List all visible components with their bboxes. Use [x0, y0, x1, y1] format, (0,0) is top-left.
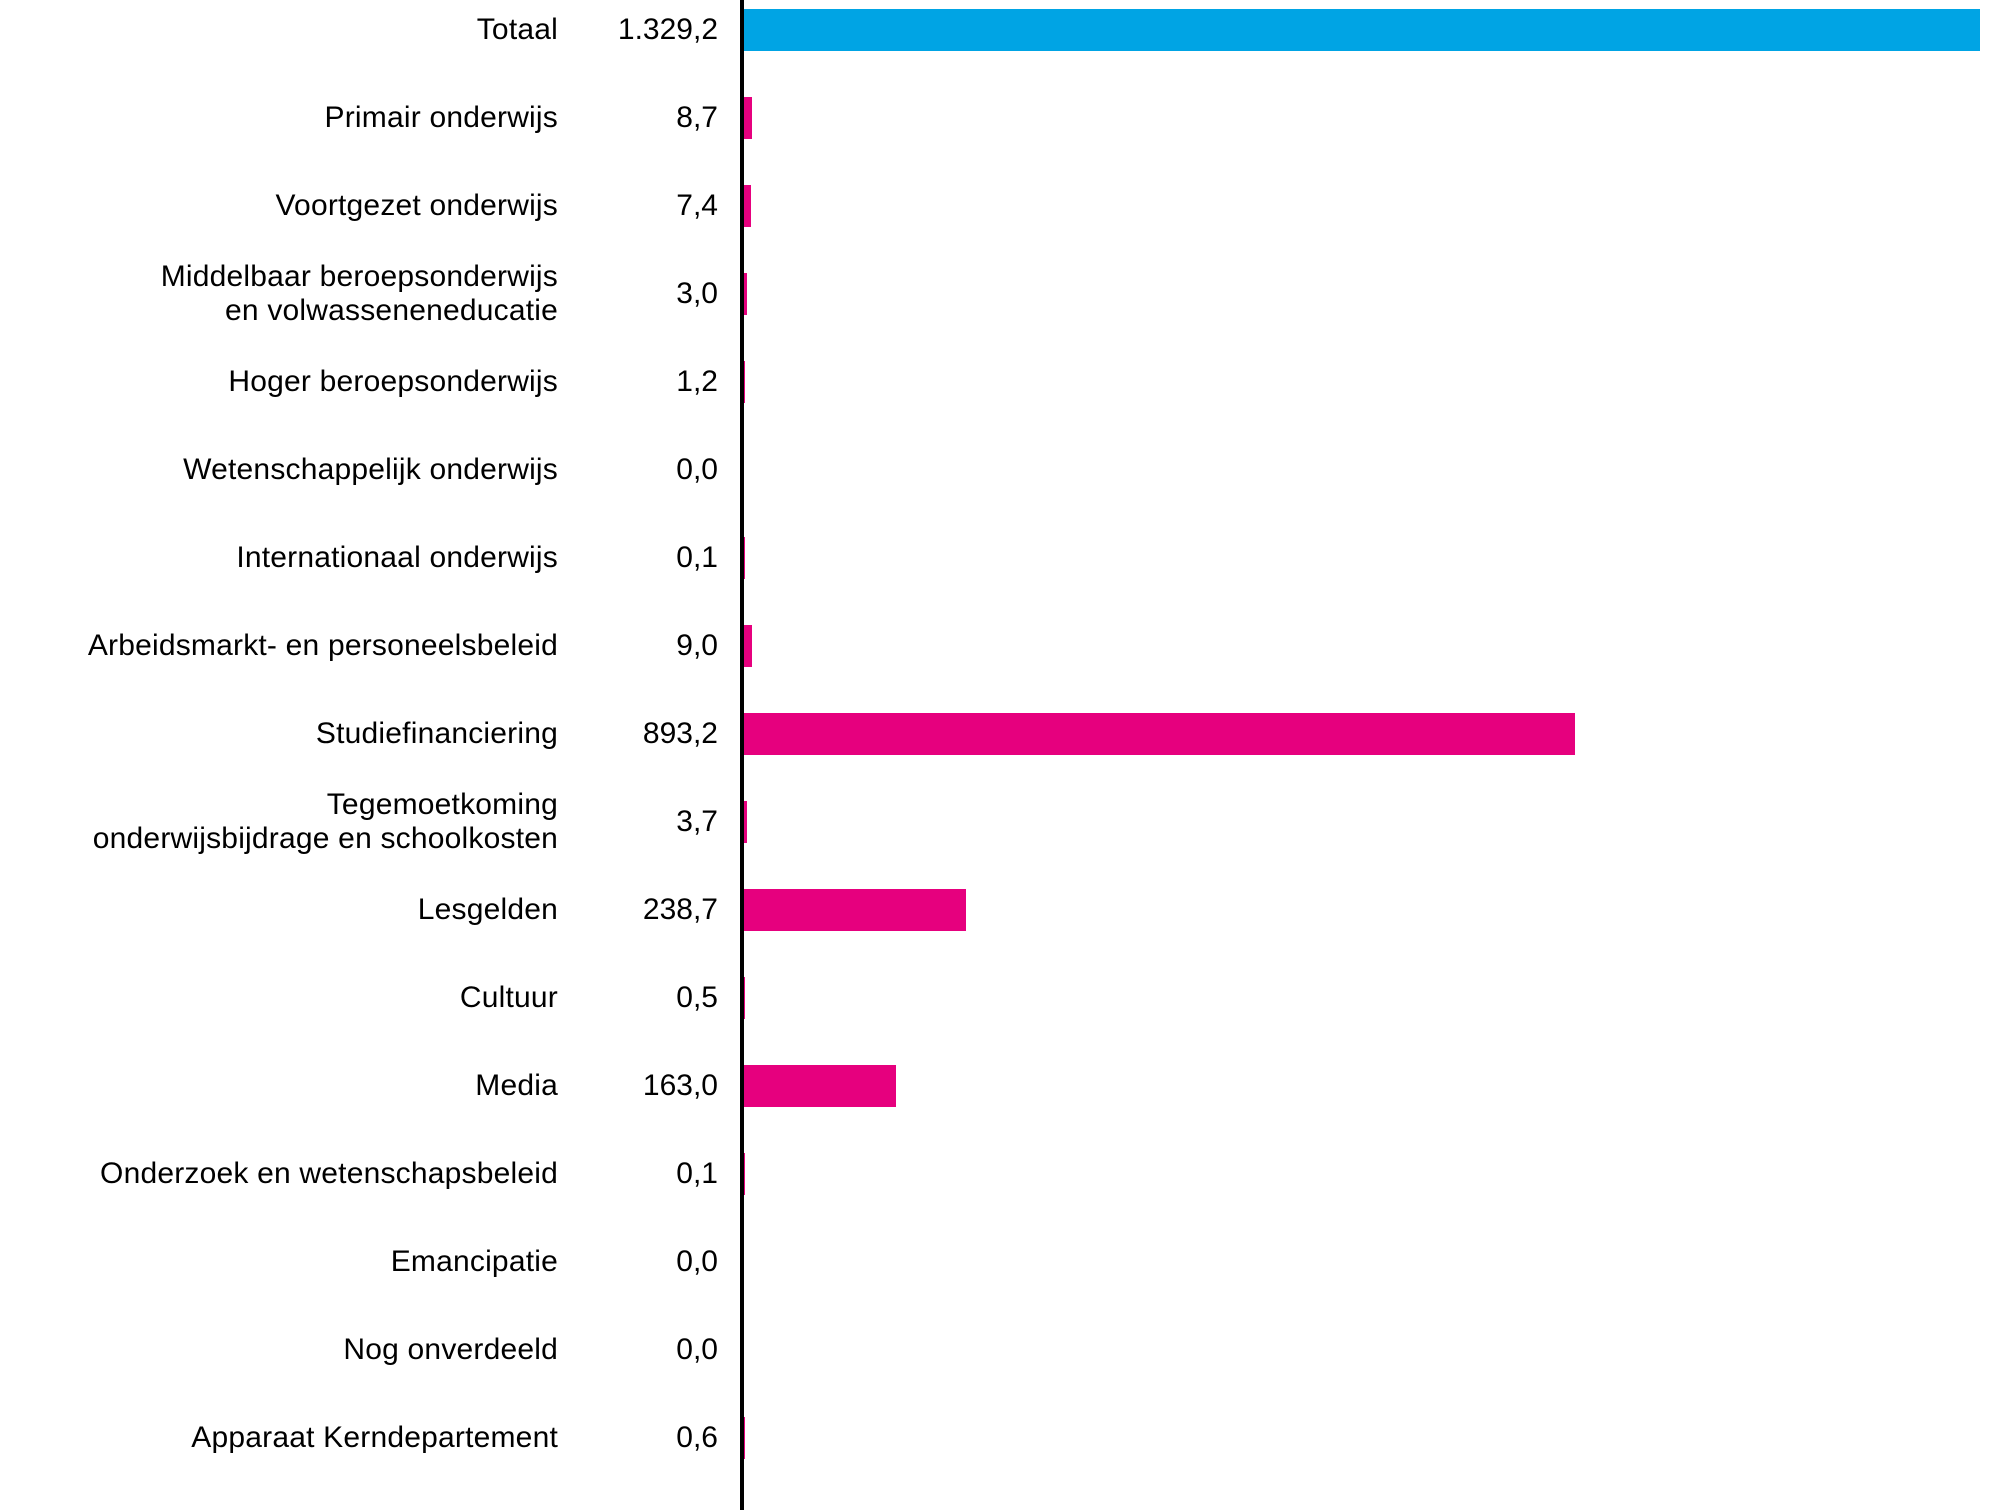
row-label-block: Cultuur 0,5	[0, 954, 740, 1042]
category-label: Emancipatie	[391, 1245, 558, 1280]
row-label-block: Media 163,0	[0, 1042, 740, 1130]
value-label: 1.329,2	[580, 13, 718, 47]
category-label: Media	[475, 1069, 558, 1104]
value-label: 0,0	[580, 453, 718, 487]
chart-row: Nog onverdeeld 0,0	[0, 1306, 2008, 1394]
category-label: Middelbaar beroepsonderwijs en volwassen…	[161, 260, 558, 329]
category-bar	[744, 1065, 896, 1107]
value-label: 0,5	[580, 981, 718, 1015]
value-label: 238,7	[580, 893, 718, 927]
bar-area	[744, 74, 2008, 162]
chart-row: Cultuur 0,5	[0, 954, 2008, 1042]
category-bar	[744, 273, 747, 315]
chart-row: Media 163,0	[0, 1042, 2008, 1130]
row-label-block: Totaal 1.329,2	[0, 0, 740, 74]
budget-chart: Totaal 1.329,2 Primair onderwijs 8,7 Voortge…	[0, 0, 2008, 1510]
category-label: Lesgelden	[418, 893, 558, 928]
row-label-block: Wetenschappelijk onderwijs 0,0	[0, 426, 740, 514]
value-label: 7,4	[580, 189, 718, 223]
bar-area	[744, 1218, 2008, 1306]
value-label: 3,0	[580, 277, 718, 311]
row-label-block: Nog onverdeeld 0,0	[0, 1306, 740, 1394]
category-label: Hoger beroepsonderwijs	[228, 365, 558, 400]
row-label-block: Hoger beroepsonderwijs 1,2	[0, 338, 740, 426]
value-label: 8,7	[580, 101, 718, 135]
bar-area	[744, 778, 2008, 866]
value-label: 0,1	[580, 541, 718, 575]
category-bar	[744, 801, 747, 843]
bar-area	[744, 866, 2008, 954]
value-label: 163,0	[580, 1069, 718, 1103]
category-bar	[744, 185, 751, 227]
bar-area	[744, 0, 2008, 74]
bar-area	[744, 1394, 2008, 1482]
row-label-block: Lesgelden 238,7	[0, 866, 740, 954]
bar-area	[744, 1042, 2008, 1130]
category-label: Primair onderwijs	[325, 101, 558, 136]
category-bar	[744, 361, 745, 403]
bar-area	[744, 250, 2008, 338]
value-label: 0,0	[580, 1245, 718, 1279]
category-label: Wetenschappelijk onderwijs	[183, 453, 558, 488]
chart-row: Tegemoetkoming onderwijsbijdrage en scho…	[0, 778, 2008, 866]
category-bar	[744, 625, 752, 667]
category-label: Totaal	[477, 13, 558, 48]
chart-row: Primair onderwijs 8,7	[0, 74, 2008, 162]
chart-row: Hoger beroepsonderwijs 1,2	[0, 338, 2008, 426]
row-label-block: Arbeidsmarkt- en personeelsbeleid 9,0	[0, 602, 740, 690]
category-label: Voortgezet onderwijs	[276, 189, 559, 224]
category-bar	[744, 889, 966, 931]
category-label: Cultuur	[460, 981, 558, 1016]
category-label: Studiefinanciering	[316, 717, 558, 752]
bar-area	[744, 1130, 2008, 1218]
bar-area	[744, 426, 2008, 514]
chart-row: Internationaal onderwijs 0,1	[0, 514, 2008, 602]
bar-area	[744, 338, 2008, 426]
chart-row: Middelbaar beroepsonderwijs en volwassen…	[0, 250, 2008, 338]
chart-row: Emancipatie 0,0	[0, 1218, 2008, 1306]
row-label-block: Onderzoek en wetenschapsbeleid 0,1	[0, 1130, 740, 1218]
chart-row: Onderzoek en wetenschapsbeleid 0,1	[0, 1130, 2008, 1218]
chart-row: Lesgelden 238,7	[0, 866, 2008, 954]
total-bar	[744, 9, 1980, 51]
row-label-block: Internationaal onderwijs 0,1	[0, 514, 740, 602]
value-label: 3,7	[580, 805, 718, 839]
chart-row: Arbeidsmarkt- en personeelsbeleid 9,0	[0, 602, 2008, 690]
category-label: Internationaal onderwijs	[236, 541, 558, 576]
category-label: Tegemoetkoming onderwijsbijdrage en scho…	[93, 788, 558, 857]
category-label: Apparaat Kerndepartement	[191, 1421, 558, 1456]
category-label: Arbeidsmarkt- en personeelsbeleid	[88, 629, 558, 664]
row-label-block: Middelbaar beroepsonderwijs en volwassen…	[0, 250, 740, 338]
chart-row: Voortgezet onderwijs 7,4	[0, 162, 2008, 250]
chart-row: Totaal 1.329,2	[0, 0, 2008, 74]
chart-row: Apparaat Kerndepartement 0,6	[0, 1394, 2008, 1482]
bar-area	[744, 1306, 2008, 1394]
category-label: Onderzoek en wetenschapsbeleid	[100, 1157, 558, 1192]
category-bar	[744, 713, 1575, 755]
value-label: 9,0	[580, 629, 718, 663]
category-bar	[744, 1417, 745, 1459]
value-label: 0,0	[580, 1333, 718, 1367]
row-label-block: Studiefinanciering 893,2	[0, 690, 740, 778]
bar-area	[744, 954, 2008, 1042]
value-label: 893,2	[580, 717, 718, 751]
row-label-block: Emancipatie 0,0	[0, 1218, 740, 1306]
row-label-block: Apparaat Kerndepartement 0,6	[0, 1394, 740, 1482]
value-label: 0,6	[580, 1421, 718, 1455]
category-bar	[744, 97, 752, 139]
row-label-block: Voortgezet onderwijs 7,4	[0, 162, 740, 250]
bar-area	[744, 162, 2008, 250]
bar-area	[744, 602, 2008, 690]
chart-row: Wetenschappelijk onderwijs 0,0	[0, 426, 2008, 514]
bar-area	[744, 690, 2008, 778]
value-label: 1,2	[580, 365, 718, 399]
category-label: Nog onverdeeld	[343, 1333, 558, 1368]
row-label-block: Primair onderwijs 8,7	[0, 74, 740, 162]
row-label-block: Tegemoetkoming onderwijsbijdrage en scho…	[0, 778, 740, 866]
value-label: 0,1	[580, 1157, 718, 1191]
bar-area	[744, 514, 2008, 602]
chart-row: Studiefinanciering 893,2	[0, 690, 2008, 778]
